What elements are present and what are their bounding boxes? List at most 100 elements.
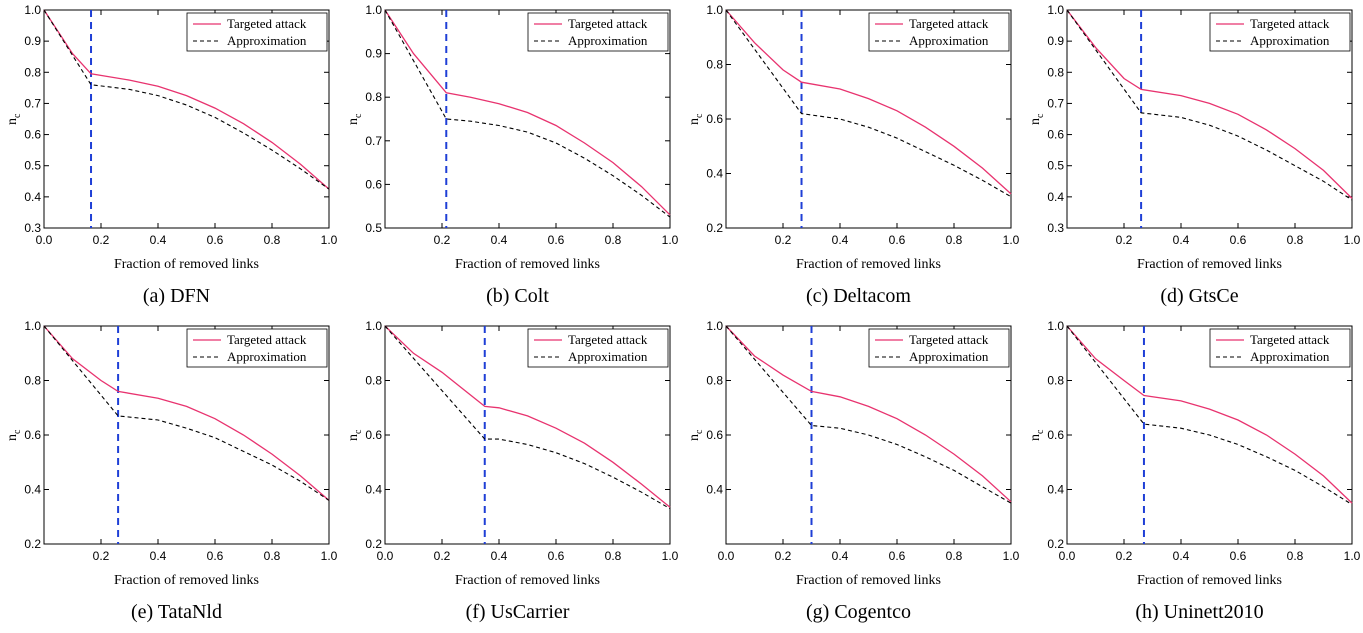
x-tick-label: 0.8 — [605, 549, 622, 563]
y-axis-title-main: n — [687, 434, 702, 441]
y-tick-label: 0.2 — [706, 221, 723, 235]
y-tick-label: 0.8 — [706, 58, 723, 72]
x-tick-label: 0.6 — [889, 233, 906, 247]
series-line-targeted-attack — [725, 325, 1012, 503]
plot-frame — [384, 9, 671, 229]
y-tick-label: 0.8 — [24, 65, 41, 79]
y-tick-label: 1.0 — [24, 3, 41, 17]
x-tick-label: 0.2 — [775, 549, 792, 563]
y-tick-label: 0.4 — [706, 167, 723, 181]
y-axis-title-sub: c — [12, 429, 23, 434]
chart-panel-deltacom: 0.2 0.4 0.6 0.8 1.0 0.2 0.4 0.6 0.8 1.0 Targeted a… — [682, 0, 1022, 316]
x-tick-label: 0.2 — [93, 549, 110, 563]
y-axis-title-sub: c — [694, 113, 705, 118]
chart-panel-tatanld: 0.2 0.4 0.6 0.8 1.0 0.2 0.4 0.6 0.8 1.0 Targeted a… — [0, 316, 340, 632]
chart-svg: 0.0 0.2 0.4 0.6 0.8 1.0 0.3 0.4 0.5 0.6 0.7 0.8 0.9 1… — [5, 3, 338, 307]
x-tick-label: 0.6 — [207, 233, 224, 247]
legend-label-approx: Approximation — [227, 33, 307, 48]
legend-label-approx: Approximation — [1250, 349, 1330, 364]
panel-caption: (c) Deltacom — [806, 285, 911, 307]
panel-caption: (e) TataNld — [131, 601, 222, 623]
y-tick-label: 0.2 — [365, 537, 382, 551]
legend-label-approx: Approximation — [909, 349, 989, 364]
legend-box — [1209, 328, 1351, 368]
series-line-targeted-attack — [384, 325, 671, 508]
y-tick-label: 0.8 — [24, 374, 41, 388]
x-tick-label: 0.2 — [434, 549, 451, 563]
x-tick-label: 0.0 — [377, 549, 394, 563]
chart-panel-colt: 0.2 0.4 0.6 0.8 1.0 0.5 0.6 0.7 0.8 0.9 1.0 Targete… — [341, 0, 681, 316]
y-axis-title: nc — [687, 429, 705, 441]
legend-box — [527, 12, 669, 52]
y-tick-label: 0.6 — [706, 428, 723, 442]
legend-label-targeted: Targeted attack — [227, 332, 307, 347]
y-axis-title-sub: c — [1035, 113, 1046, 118]
chart-panel-dfn: 0.0 0.2 0.4 0.6 0.8 1.0 0.3 0.4 0.5 0.6 0.7 0.8 0.9 1… — [0, 0, 340, 316]
x-tick-label: 0.6 — [207, 549, 224, 563]
legend-label-targeted: Targeted attack — [1250, 16, 1330, 31]
x-tick-label: 0.6 — [1230, 549, 1247, 563]
series-line-targeted-attack — [1066, 9, 1353, 199]
chart-panel-uscarrier: 0.0 0.2 0.4 0.6 0.8 1.0 0.2 0.4 0.6 0.8 1.0 Targete… — [341, 316, 681, 632]
series-line-approximation — [1066, 9, 1353, 201]
y-tick-label: 0.4 — [24, 190, 41, 204]
x-tick-label: 1.0 — [1344, 549, 1361, 563]
x-tick-label: 1.0 — [662, 549, 679, 563]
series-line-approximation — [43, 9, 330, 190]
panel-caption: (a) DFN — [143, 285, 210, 307]
legend-label-targeted: Targeted attack — [909, 16, 989, 31]
x-axis-title: Fraction of removed links — [455, 257, 600, 272]
y-tick-label: 0.9 — [365, 47, 382, 61]
series-line-approximation — [725, 9, 1012, 198]
chart-panel-gtsce: 0.2 0.4 0.6 0.8 1.0 0.3 0.4 0.5 0.6 0.7 0.8 0.9 1.0 T… — [1023, 0, 1363, 316]
y-tick-label: 0.3 — [24, 221, 41, 235]
y-tick-label: 0.6 — [24, 428, 41, 442]
chart-svg: 0.2 0.4 0.6 0.8 1.0 0.5 0.6 0.7 0.8 0.9 1.0 Targete… — [346, 3, 679, 307]
y-tick-label: 1.0 — [365, 3, 382, 17]
series-line-targeted-attack — [725, 9, 1012, 195]
y-tick-label: 0.7 — [24, 96, 41, 110]
legend-box — [868, 328, 1010, 368]
legend-label-approx: Approximation — [568, 349, 648, 364]
y-axis-title: nc — [346, 429, 364, 441]
y-tick-label: 0.8 — [1047, 374, 1064, 388]
panel-caption: (g) Cogentco — [806, 601, 911, 623]
y-axis-title-main: n — [1028, 434, 1043, 441]
legend-label-targeted: Targeted attack — [227, 16, 307, 31]
y-axis-title: nc — [687, 113, 705, 125]
y-axis-title: nc — [1028, 113, 1046, 125]
plot-frame — [1066, 9, 1353, 229]
chart-svg: 0.0 0.2 0.4 0.6 0.8 1.00.20.40.60.81.0Targete… — [1028, 319, 1361, 623]
x-axis-title: Fraction of removed links — [114, 257, 259, 272]
x-tick-label: 0.2 — [93, 233, 110, 247]
y-tick-label: 1.0 — [1047, 319, 1064, 333]
y-axis-title-sub: c — [1035, 429, 1046, 434]
y-tick-label: 0.2 — [24, 537, 41, 551]
series-line-targeted-attack — [43, 9, 330, 190]
x-tick-label: 0.6 — [1230, 233, 1247, 247]
x-axis-title: Fraction of removed links — [796, 257, 941, 272]
y-tick-label: 0.6 — [24, 128, 41, 142]
series-line-targeted-attack — [1066, 325, 1353, 504]
chart-panel-cogentco: 0.0 0.2 0.4 0.6 0.8 1.0 0.4 0.6 0.8 1.0 Targeted a… — [682, 316, 1022, 632]
x-tick-label: 0.4 — [832, 549, 849, 563]
y-tick-label: 0.5 — [365, 221, 382, 235]
y-tick-label: 1.0 — [706, 3, 723, 17]
y-tick-label: 0.4 — [365, 483, 382, 497]
x-tick-label: 0.6 — [548, 233, 565, 247]
legend-label-targeted: Targeted attack — [1250, 332, 1330, 347]
x-tick-label: 1.0 — [1003, 233, 1020, 247]
y-tick-label: 1.0 — [1047, 3, 1064, 17]
y-tick-label: 0.4 — [24, 483, 41, 497]
y-tick-label: 0.8 — [1047, 65, 1064, 79]
y-tick-label: 0.7 — [1047, 96, 1064, 110]
y-tick-label: 0.6 — [365, 177, 382, 191]
series-line-approximation — [384, 325, 671, 510]
legend-label-targeted: Targeted attack — [568, 332, 648, 347]
y-tick-label: 0.6 — [706, 112, 723, 126]
y-axis-title-main: n — [5, 434, 20, 441]
x-tick-label: 0.8 — [264, 549, 281, 563]
y-axis-title-sub: c — [353, 429, 364, 434]
series-line-approximation — [43, 325, 330, 501]
chart-svg: 0.0 0.2 0.4 0.6 0.8 1.0 0.4 0.6 0.8 1.0 Targeted a… — [687, 319, 1020, 623]
